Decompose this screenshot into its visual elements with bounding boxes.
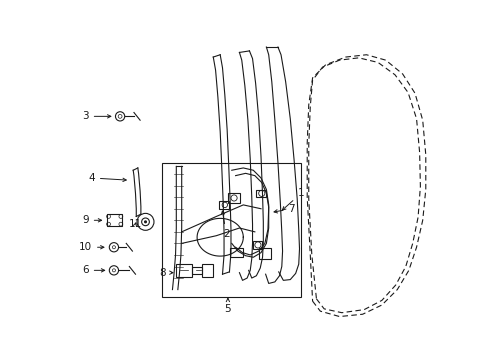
Bar xyxy=(202,264,213,276)
Text: 3: 3 xyxy=(82,111,111,121)
Bar xyxy=(219,201,228,209)
Text: 9: 9 xyxy=(82,215,102,225)
Text: 5: 5 xyxy=(224,298,231,314)
Text: 8: 8 xyxy=(159,268,173,278)
Text: 6: 6 xyxy=(82,265,104,275)
Bar xyxy=(162,163,301,297)
Text: 11: 11 xyxy=(129,219,142,229)
Bar xyxy=(176,264,191,276)
Text: 10: 10 xyxy=(79,242,104,252)
Bar xyxy=(191,266,202,274)
Bar xyxy=(107,214,122,226)
Text: 2: 2 xyxy=(221,211,229,239)
Bar xyxy=(227,193,240,203)
Text: 1: 1 xyxy=(282,188,304,210)
Text: 7: 7 xyxy=(273,204,295,214)
Bar xyxy=(230,248,242,257)
Text: 4: 4 xyxy=(88,173,126,183)
Circle shape xyxy=(143,220,147,223)
Bar xyxy=(258,248,270,259)
Bar xyxy=(252,241,261,249)
Bar xyxy=(256,189,265,197)
